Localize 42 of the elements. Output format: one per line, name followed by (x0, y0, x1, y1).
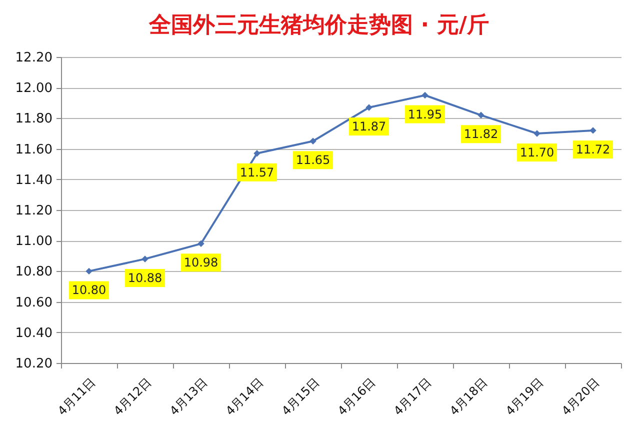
y-tick-label: 11.80 (15, 112, 52, 127)
y-tick-label: 10.60 (15, 295, 52, 310)
data-label: 10.98 (184, 256, 218, 270)
x-tick-label: 4月17日 (390, 375, 434, 418)
y-tick-label: 12.20 (15, 50, 52, 66)
y-tick-label: 10.20 (15, 356, 52, 372)
data-label: 10.88 (128, 270, 162, 285)
point (198, 240, 204, 248)
x-tick-label: 4月18日 (446, 375, 490, 418)
chart-title: 全国外三元生猪均价走势图 · 元/斤 (148, 13, 489, 38)
point (86, 268, 92, 275)
point (254, 150, 260, 157)
x-tick-label: 4月11日 (54, 375, 98, 418)
y-tick-label: 10.80 (15, 264, 52, 280)
data-label: 11.72 (576, 142, 610, 156)
data-label: 11.87 (352, 119, 386, 134)
point (422, 92, 428, 99)
x-tick-label: 4月20日 (558, 375, 602, 418)
data-label: 11.95 (408, 107, 442, 122)
x-tick-label: 4月13日 (166, 375, 210, 418)
data-label: 11.57 (240, 165, 274, 180)
x-tick-label: 4月19日 (502, 375, 546, 418)
y-tick-label: 11.60 (15, 142, 52, 158)
x-tick-label: 4月15日 (278, 375, 322, 418)
y-tick-label: 11.20 (15, 204, 52, 218)
y-tick-label: 11.40 (15, 172, 52, 188)
data-label: 11.82 (464, 127, 498, 142)
x-tick-label: 4月12日 (110, 375, 154, 418)
point (534, 130, 540, 137)
point (590, 127, 596, 134)
y-tick-label: 12.00 (15, 81, 52, 96)
point (142, 256, 148, 262)
data-label: 11.70 (520, 146, 554, 160)
point (366, 104, 372, 111)
point (478, 112, 484, 118)
y-tick-label: 10.40 (15, 326, 52, 341)
point (310, 138, 316, 145)
data-label: 10.80 (72, 283, 106, 298)
data-label: 11.65 (296, 153, 330, 168)
x-tick-label: 4月14日 (222, 375, 266, 418)
y-tick-label: 11.00 (15, 234, 52, 250)
x-tick-label: 4月16日 (334, 375, 378, 418)
